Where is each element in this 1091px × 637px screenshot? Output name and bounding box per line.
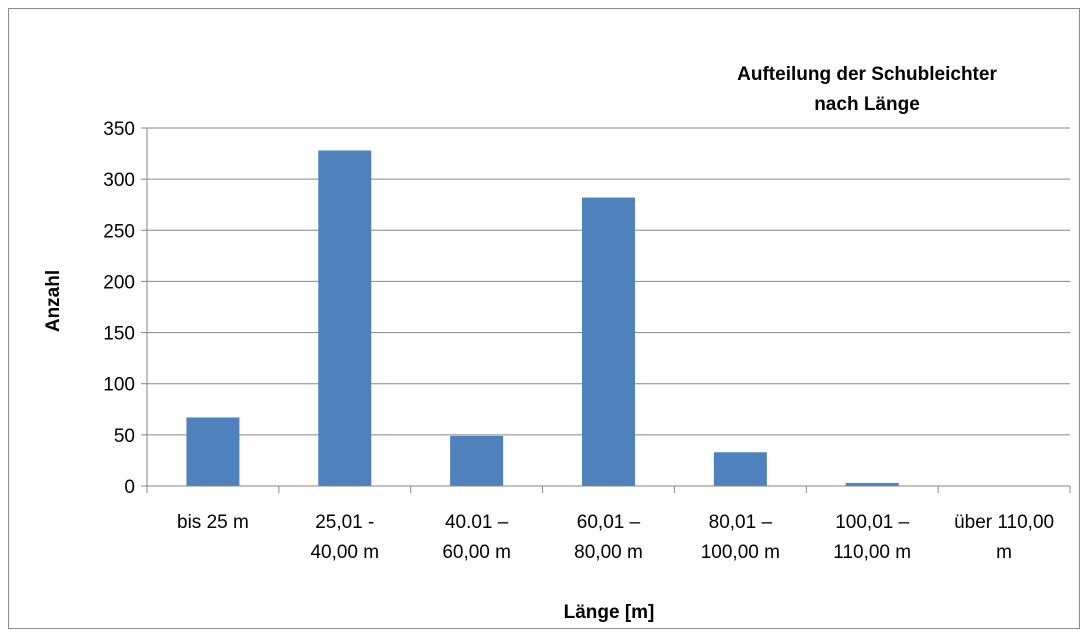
y-tick-label: 300 <box>103 170 135 191</box>
chart-frame: 0 50 100 150 200 250 300 350 bis 25 m 25,01 -40,… <box>8 8 1080 629</box>
bar <box>186 417 240 486</box>
y-tick-label: 200 <box>103 272 135 293</box>
bar <box>845 482 899 486</box>
chart-title: Aufteilung der Schubleichter nach Länge <box>737 64 997 115</box>
bar <box>450 435 504 486</box>
axes <box>146 128 1071 493</box>
y-tick-label: 350 <box>103 119 135 140</box>
x-tick-label: 80,01 –100,00 m <box>701 512 780 563</box>
bar <box>582 197 635 486</box>
x-tick-label: bis 25 m <box>177 512 249 533</box>
y-tick-label: 0 <box>124 477 135 498</box>
y-tick-label: 250 <box>103 221 135 242</box>
y-tick-label: 100 <box>103 375 135 396</box>
chart-title-line: nach Länge <box>814 94 920 115</box>
x-tick-labels: bis 25 m 25,01 -40,00 m 40.01 –60,00 m 60,0… <box>177 512 1054 563</box>
x-tick-label: 25,01 -40,00 m <box>310 512 379 563</box>
x-tick-label: 100,01 –110,00 m <box>833 512 911 563</box>
x-tick-label: über 110,00 m <box>954 512 1054 563</box>
y-tick-label: 150 <box>103 324 135 345</box>
bar <box>713 452 767 486</box>
bar <box>318 150 372 486</box>
y-tick-label: 50 <box>114 426 135 447</box>
bars <box>186 150 899 486</box>
chart-title-line: Aufteilung der Schubleichter <box>737 64 997 85</box>
x-axis-title: Länge [m] <box>564 602 655 623</box>
y-tick-labels: 0 50 100 150 200 250 300 350 <box>103 119 147 498</box>
x-tick-label: 40.01 –60,00 m <box>442 512 511 563</box>
y-axis-title: Anzahl <box>43 270 64 332</box>
bar-chart: 0 50 100 150 200 250 300 350 bis 25 m 25,01 -40,… <box>43 64 1071 623</box>
x-tick-label: 60,01 –80,00 m <box>574 512 643 563</box>
